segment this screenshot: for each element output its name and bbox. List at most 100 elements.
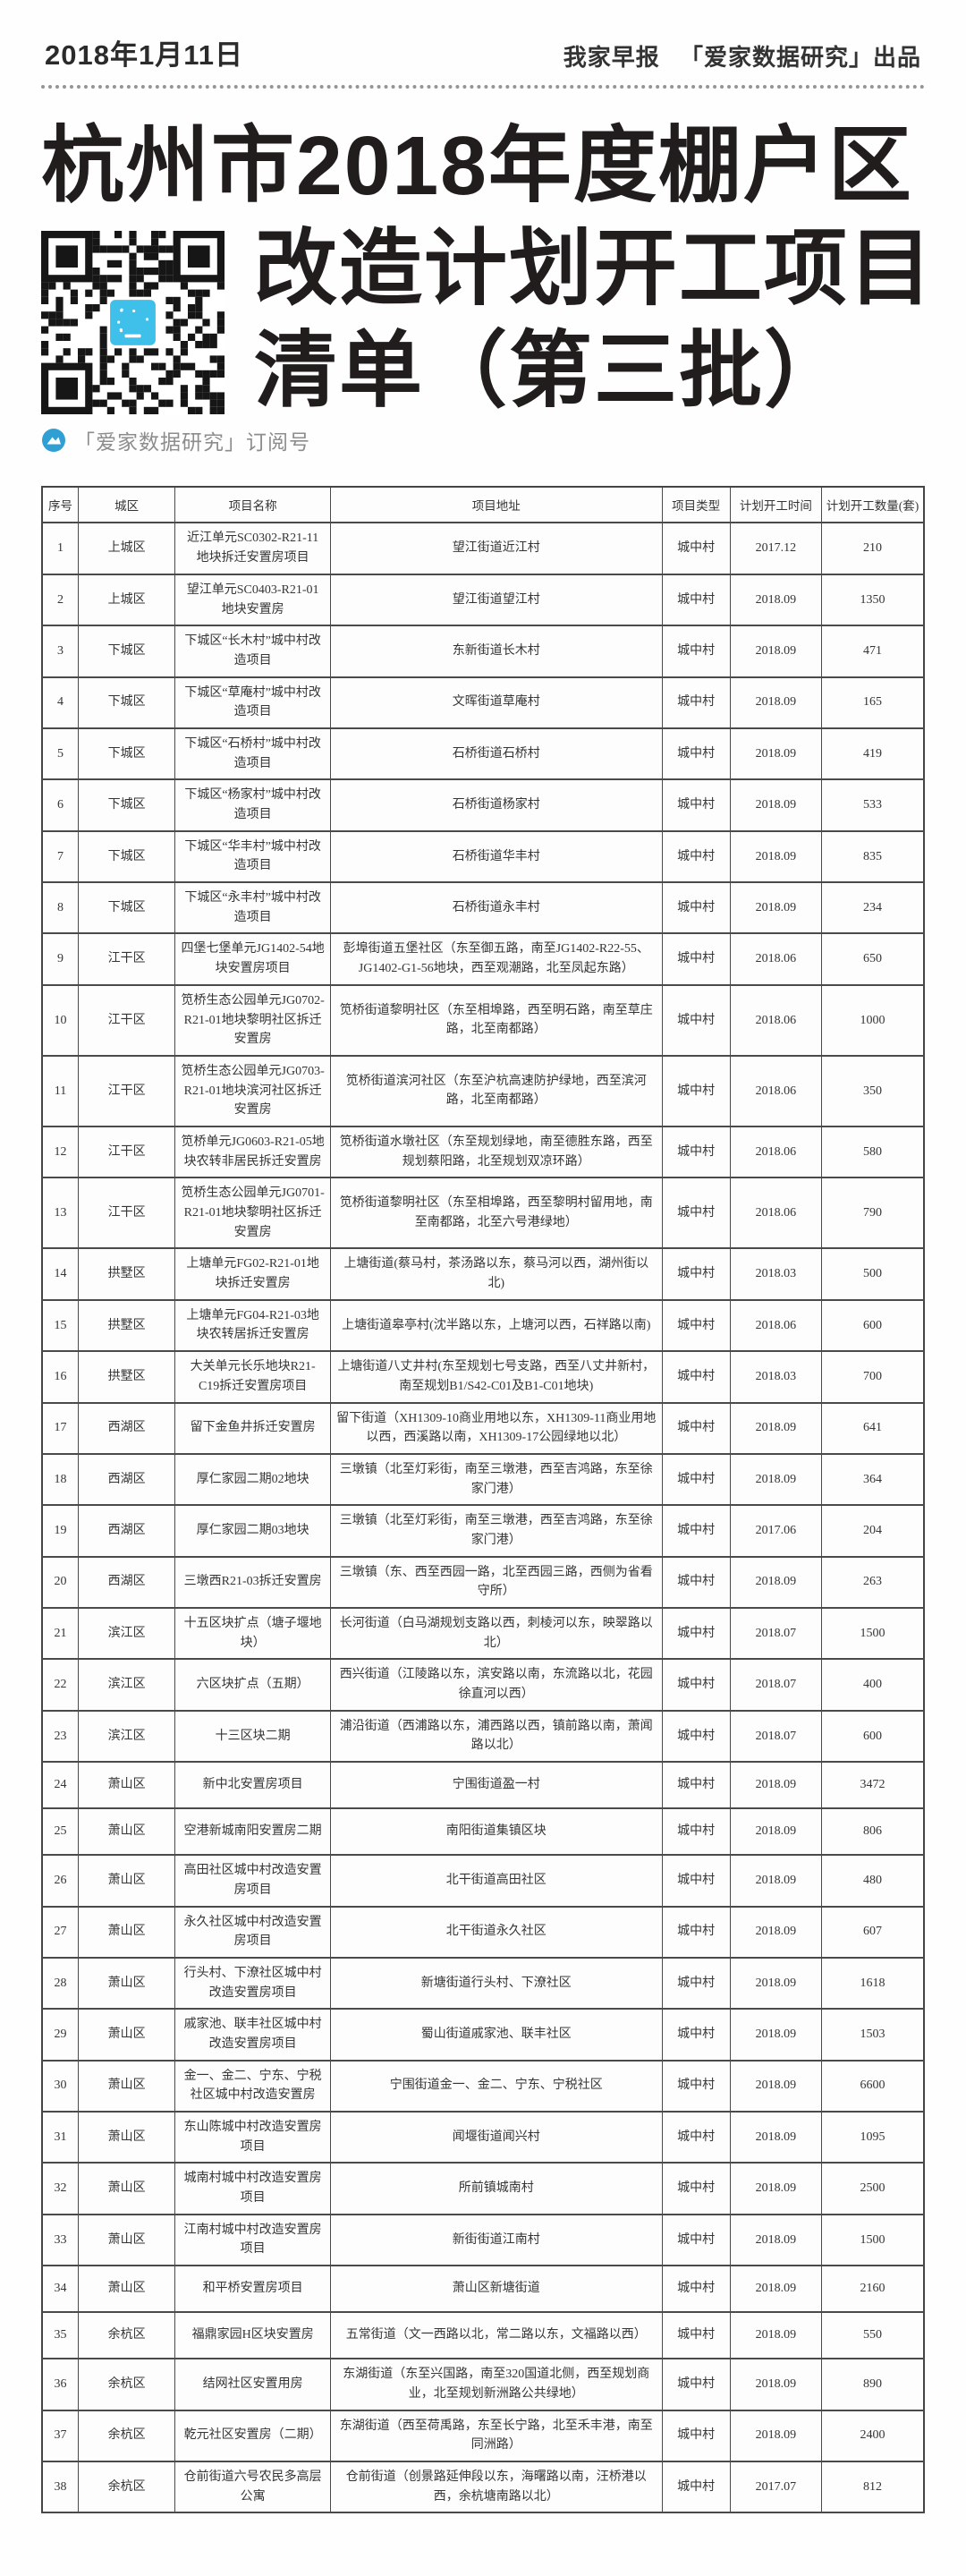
masthead-publisher: 我家早报 「爱家数据研究」出品 (551, 39, 921, 72)
table-row: 31 萧山区 东山陈城中村改造安置房项目 闻堰街道闻兴村 城中村 2018.09 1095 (41, 2111, 925, 2164)
cell-project_name: 四堡七堡单元JG1402-54地块安置房项目 (174, 932, 331, 986)
cell-planned_units: 641 (821, 1401, 925, 1455)
cell-project_address: 五常街道（文一西路以北，常二路以东，文福路以西） (329, 2311, 663, 2360)
cell-planned_units: 400 (821, 1658, 925, 1712)
cell-project_type: 城中村 (661, 1807, 731, 1857)
masthead-date: 2018年1月11日 (45, 39, 243, 71)
cell-district: 江干区 (77, 1177, 176, 1250)
cell-project_name: 望江单元SC0403-R21-01地块安置房 (174, 573, 331, 627)
table-row: 1 上城区 近江单元SC0302-R21-11地块拆迁安置房项目 望江街道近江村 城中村… (41, 522, 925, 575)
cell-planned_units: 607 (821, 1905, 925, 1959)
cell-district: 拱墅区 (77, 1350, 176, 1404)
cell-project_type: 城中村 (661, 2358, 731, 2411)
cell-project_type: 城中村 (661, 2460, 731, 2514)
cell-index: 4 (41, 676, 79, 729)
cell-planned_start_time: 2018.09 (729, 1854, 823, 1908)
qr-caption-text: 「爱家数据研究」订阅号 (74, 430, 310, 455)
cell-project_type: 城中村 (661, 1054, 731, 1127)
cell-project_address: 萧山区新塘街道 (329, 2265, 663, 2314)
cell-project_name: 笕桥生态公园单元JG0703-R21-01地块滨河社区拆迁安置房 (174, 1054, 331, 1127)
cell-project_name: 笕桥生态公园单元JG0701-R21-01地块黎明社区拆迁安置房 (174, 1177, 331, 1250)
cell-district: 余杭区 (77, 2409, 176, 2462)
cell-planned_units: 650 (821, 932, 925, 986)
cell-planned_start_time: 2018.06 (729, 932, 823, 986)
cell-planned_start_time: 2018.07 (729, 1709, 823, 1764)
cell-planned_units: 790 (821, 1177, 925, 1250)
cell-project_name: 上塘单元FG04-R21-03地块农转居拆迁安置房 (174, 1298, 331, 1353)
cell-project_address: 笕桥街道滨河社区（东至沪杭高速防护绿地，西至滨河路，北至南都路） (329, 1054, 663, 1127)
title-row: 「爱家数据研究」订阅号 改造计划开工项目 清单（第三批） (41, 218, 932, 455)
cell-district: 下城区 (77, 727, 176, 781)
cell-planned_start_time: 2018.09 (729, 1905, 823, 1959)
cell-planned_units: 700 (821, 1350, 925, 1404)
cell-planned_start_time: 2018.09 (729, 881, 823, 935)
brand-logo-icon (42, 429, 65, 453)
cell-district: 萧山区 (77, 1854, 176, 1908)
cell-planned_start_time: 2018.06 (729, 983, 823, 1057)
cell-project_type: 城中村 (661, 1761, 731, 1810)
cell-index: 25 (41, 1807, 79, 1857)
cell-project_name: 厚仁家园二期03地块 (174, 1504, 331, 1558)
cell-planned_units: 480 (821, 1854, 925, 1908)
cell-index: 35 (41, 2311, 79, 2360)
cell-project_type: 城中村 (661, 1905, 731, 1959)
cell-index: 34 (41, 2265, 79, 2314)
cell-project_name: 大关单元长乐地块R21-C19拆迁安置房项目 (174, 1350, 331, 1404)
cell-planned_start_time: 2018.09 (729, 727, 823, 781)
cell-district: 余杭区 (77, 2358, 176, 2411)
cell-project_type: 城中村 (661, 1298, 731, 1353)
cell-planned_units: 550 (821, 2311, 925, 2360)
cell-index: 8 (41, 881, 79, 935)
cell-planned_start_time: 2018.09 (729, 1761, 823, 1810)
cell-project_name: 下城区“永丰村”城中村改造项目 (174, 881, 331, 935)
col-header-project_address: 项目地址 (329, 486, 663, 523)
cell-project_type: 城中村 (661, 2008, 731, 2062)
cell-project_type: 城中村 (661, 1452, 731, 1507)
cell-index: 30 (41, 2059, 79, 2113)
cell-district: 滨江区 (77, 1658, 176, 1712)
cell-planned_start_time: 2018.06 (729, 1177, 823, 1250)
cell-project_address: 蜀山街道戚家池、联丰社区 (329, 2008, 663, 2062)
cell-project_type: 城中村 (661, 1350, 731, 1404)
cell-planned_start_time: 2018.09 (729, 1452, 823, 1507)
cell-district: 上城区 (77, 573, 176, 627)
masthead: 2018年1月11日 我家早报 「爱家数据研究」出品 (41, 23, 925, 72)
cell-project_type: 城中村 (661, 2162, 731, 2215)
cell-project_name: 戚家池、联丰社区城中村改造安置房项目 (174, 2008, 331, 2062)
cell-planned_units: 1500 (821, 1607, 925, 1661)
cell-project_type: 城中村 (661, 881, 731, 935)
cell-planned_start_time: 2017.06 (729, 1504, 823, 1558)
cell-project_name: 东山陈城中村改造安置房项目 (174, 2111, 331, 2164)
cell-district: 江干区 (77, 1054, 176, 1127)
cell-project_address: 笕桥街道黎明社区（东至相埠路，西至黎明村留用地，南至南都路，北至六号港绿地） (329, 1177, 663, 1250)
cell-district: 西湖区 (77, 1555, 176, 1610)
cell-index: 7 (41, 829, 79, 884)
cell-index: 21 (41, 1607, 79, 1661)
cell-planned_start_time: 2018.07 (729, 1607, 823, 1661)
cell-project_type: 城中村 (661, 1607, 731, 1661)
qr-caption: 「爱家数据研究」订阅号 (41, 425, 309, 455)
cell-project_address: 宁围街道金一、金二、宁东、宁税社区 (329, 2059, 663, 2113)
cell-project_name: 笕桥生态公园单元JG0702-R21-01地块黎明社区拆迁安置房 (174, 983, 331, 1057)
table-row: 14 拱墅区 上塘单元FG02-R21-01地块拆迁安置房 上塘街道(蔡马村，茶汤路以… (41, 1247, 925, 1301)
cell-project_name: 留下金鱼井拆迁安置房 (174, 1401, 331, 1455)
cell-planned_units: 835 (821, 829, 925, 884)
cell-planned_start_time: 2018.03 (729, 1350, 823, 1404)
cell-index: 9 (41, 932, 79, 986)
cell-planned_units: 1500 (821, 2213, 925, 2267)
cell-district: 余杭区 (77, 2311, 176, 2360)
cell-district: 萧山区 (77, 1807, 176, 1857)
cell-planned_start_time: 2018.03 (729, 1247, 823, 1301)
cell-project_address: 东湖街道（东至兴国路，南至320国道北侧，西至规划商业，北至规划新洲路公共绿地） (329, 2358, 663, 2411)
cell-district: 萧山区 (77, 1761, 176, 1810)
table-row: 13 江干区 笕桥生态公园单元JG0701-R21-01地块黎明社区拆迁安置房 笕桥街… (41, 1177, 925, 1250)
cell-project_name: 厚仁家园二期02地块 (174, 1452, 331, 1507)
cell-project_type: 城中村 (661, 573, 731, 627)
cell-project_type: 城中村 (661, 1247, 731, 1301)
cell-project_address: 石桥街道永丰村 (329, 881, 663, 935)
cell-project_address: 仓前街道（创景路延伸段以东，海曙路以南，汪桥港以西，余杭塘南路以北） (329, 2460, 663, 2514)
cell-planned_start_time: 2018.09 (729, 573, 823, 627)
cell-index: 27 (41, 1905, 79, 1959)
cell-planned_start_time: 2018.09 (729, 2059, 823, 2113)
table-row: 35 余杭区 福鼎家园H区块安置房 五常街道（文一西路以北，常二路以东，文福路以西）城… (41, 2311, 925, 2360)
